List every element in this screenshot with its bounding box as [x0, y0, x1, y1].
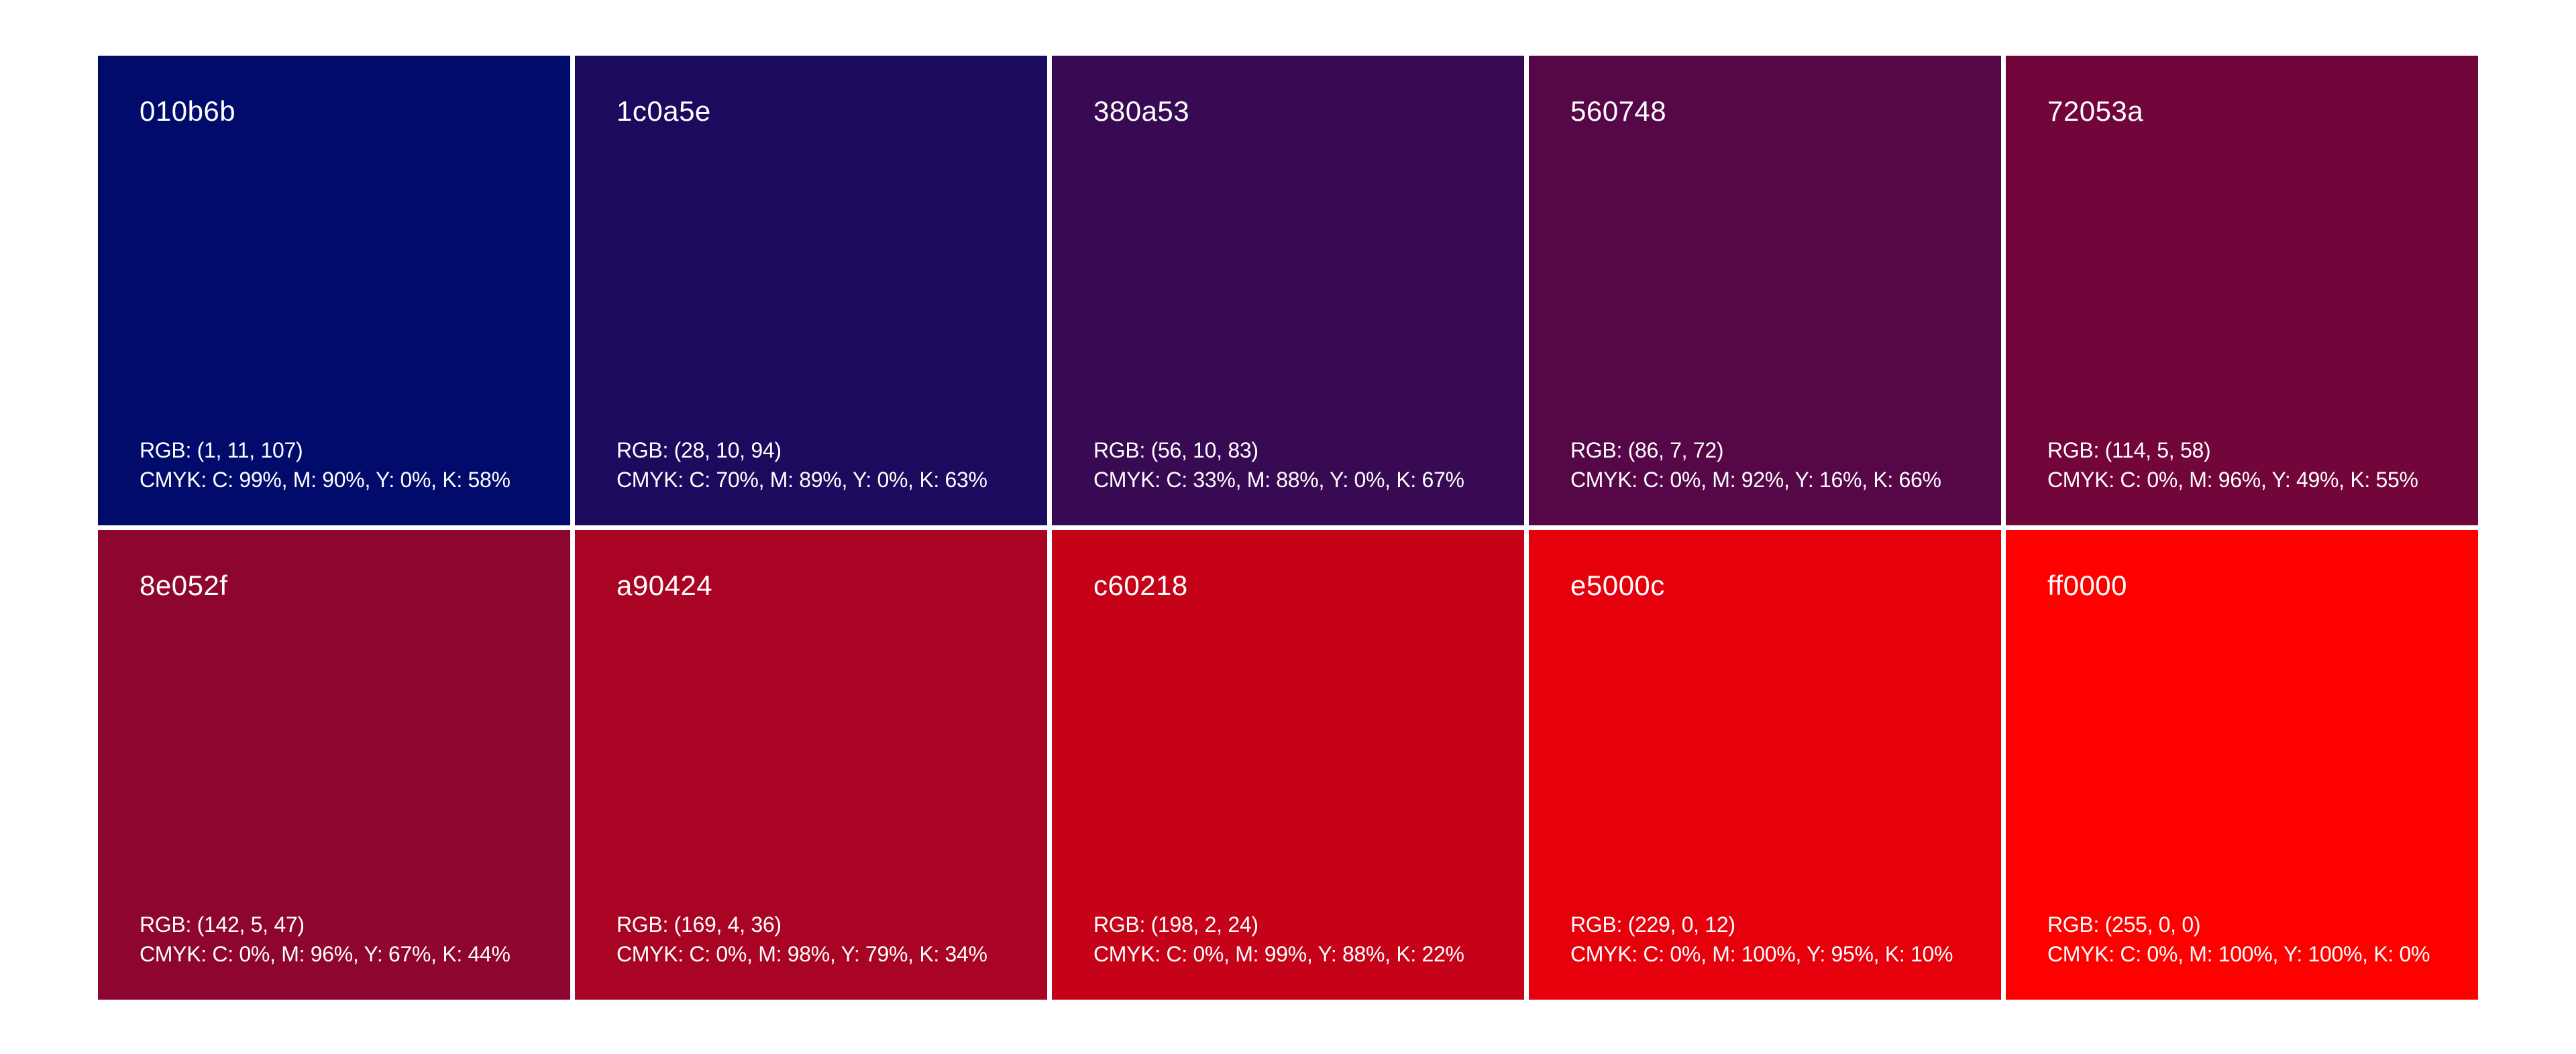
- swatch-color-values: RGB: (229, 0, 12) CMYK: C: 0%, M: 100%, …: [1570, 910, 1974, 969]
- swatch-hex-label: 72053a: [2047, 95, 2144, 127]
- swatch-rgb-value: RGB: (56, 10, 83): [1093, 437, 1258, 462]
- swatch-hex-label: 560748: [1570, 95, 1667, 127]
- swatch-rgb-value: RGB: (229, 0, 12): [1570, 912, 1735, 937]
- swatch-hex-label: 8e052f: [140, 570, 228, 601]
- swatch-hex-label: c60218: [1093, 570, 1188, 601]
- swatch-hex-label: 1c0a5e: [616, 95, 711, 127]
- swatch-color-values: RGB: (169, 4, 36) CMYK: C: 0%, M: 98%, Y…: [616, 910, 1020, 969]
- swatch-rgb-value: RGB: (1, 11, 107): [140, 437, 303, 462]
- swatch-color-values: RGB: (255, 0, 0) CMYK: C: 0%, M: 100%, Y…: [2047, 910, 2451, 969]
- color-swatch-380a53: 380a53 RGB: (56, 10, 83) CMYK: C: 33%, M…: [1052, 56, 1524, 525]
- color-swatch-72053a: 72053a RGB: (114, 5, 58) CMYK: C: 0%, M:…: [2006, 56, 2478, 525]
- swatch-color-values: RGB: (198, 2, 24) CMYK: C: 0%, M: 99%, Y…: [1093, 910, 1497, 969]
- swatch-cmyk-value: CMYK: C: 0%, M: 92%, Y: 16%, K: 66%: [1570, 467, 1941, 492]
- swatch-color-values: RGB: (114, 5, 58) CMYK: C: 0%, M: 96%, Y…: [2047, 435, 2451, 494]
- swatch-rgb-value: RGB: (114, 5, 58): [2047, 437, 2211, 462]
- color-swatch-a90424: a90424 RGB: (169, 4, 36) CMYK: C: 0%, M:…: [575, 530, 1047, 1000]
- swatch-cmyk-value: CMYK: C: 0%, M: 96%, Y: 67%, K: 44%: [140, 941, 511, 966]
- swatch-rgb-value: RGB: (28, 10, 94): [616, 437, 782, 462]
- swatch-cmyk-value: CMYK: C: 0%, M: 98%, Y: 79%, K: 34%: [616, 941, 987, 966]
- color-swatch-ff0000: ff0000 RGB: (255, 0, 0) CMYK: C: 0%, M: …: [2006, 530, 2478, 1000]
- swatch-rgb-value: RGB: (142, 5, 47): [140, 912, 305, 937]
- swatch-cmyk-value: CMYK: C: 0%, M: 96%, Y: 49%, K: 55%: [2047, 467, 2418, 492]
- swatch-hex-label: 010b6b: [140, 95, 236, 127]
- color-swatch-010b6b: 010b6b RGB: (1, 11, 107) CMYK: C: 99%, M…: [98, 56, 570, 525]
- color-swatch-8e052f: 8e052f RGB: (142, 5, 47) CMYK: C: 0%, M:…: [98, 530, 570, 1000]
- swatch-rgb-value: RGB: (198, 2, 24): [1093, 912, 1258, 937]
- swatch-color-values: RGB: (28, 10, 94) CMYK: C: 70%, M: 89%, …: [616, 435, 1020, 494]
- swatch-hex-label: ff0000: [2047, 570, 2128, 601]
- swatch-hex-label: a90424: [616, 570, 713, 601]
- swatch-cmyk-value: CMYK: C: 0%, M: 99%, Y: 88%, K: 22%: [1093, 941, 1464, 966]
- swatch-rgb-value: RGB: (86, 7, 72): [1570, 437, 1724, 462]
- swatch-cmyk-value: CMYK: C: 70%, M: 89%, Y: 0%, K: 63%: [616, 467, 987, 492]
- color-swatch-e5000c: e5000c RGB: (229, 0, 12) CMYK: C: 0%, M:…: [1529, 530, 2001, 1000]
- swatch-cmyk-value: CMYK: C: 33%, M: 88%, Y: 0%, K: 67%: [1093, 467, 1464, 492]
- color-swatch-c60218: c60218 RGB: (198, 2, 24) CMYK: C: 0%, M:…: [1052, 530, 1524, 1000]
- swatch-rgb-value: RGB: (169, 4, 36): [616, 912, 782, 937]
- swatch-hex-label: 380a53: [1093, 95, 1190, 127]
- swatch-hex-label: e5000c: [1570, 570, 1665, 601]
- swatch-color-values: RGB: (86, 7, 72) CMYK: C: 0%, M: 92%, Y:…: [1570, 435, 1974, 494]
- swatch-cmyk-value: CMYK: C: 99%, M: 90%, Y: 0%, K: 58%: [140, 467, 511, 492]
- swatch-rgb-value: RGB: (255, 0, 0): [2047, 912, 2201, 937]
- swatch-cmyk-value: CMYK: C: 0%, M: 100%, Y: 100%, K: 0%: [2047, 941, 2430, 966]
- color-palette-grid: 010b6b RGB: (1, 11, 107) CMYK: C: 99%, M…: [98, 56, 2478, 1000]
- swatch-color-values: RGB: (56, 10, 83) CMYK: C: 33%, M: 88%, …: [1093, 435, 1497, 494]
- color-swatch-1c0a5e: 1c0a5e RGB: (28, 10, 94) CMYK: C: 70%, M…: [575, 56, 1047, 525]
- swatch-color-values: RGB: (1, 11, 107) CMYK: C: 99%, M: 90%, …: [140, 435, 543, 494]
- color-swatch-560748: 560748 RGB: (86, 7, 72) CMYK: C: 0%, M: …: [1529, 56, 2001, 525]
- swatch-color-values: RGB: (142, 5, 47) CMYK: C: 0%, M: 96%, Y…: [140, 910, 543, 969]
- swatch-cmyk-value: CMYK: C: 0%, M: 100%, Y: 95%, K: 10%: [1570, 941, 1953, 966]
